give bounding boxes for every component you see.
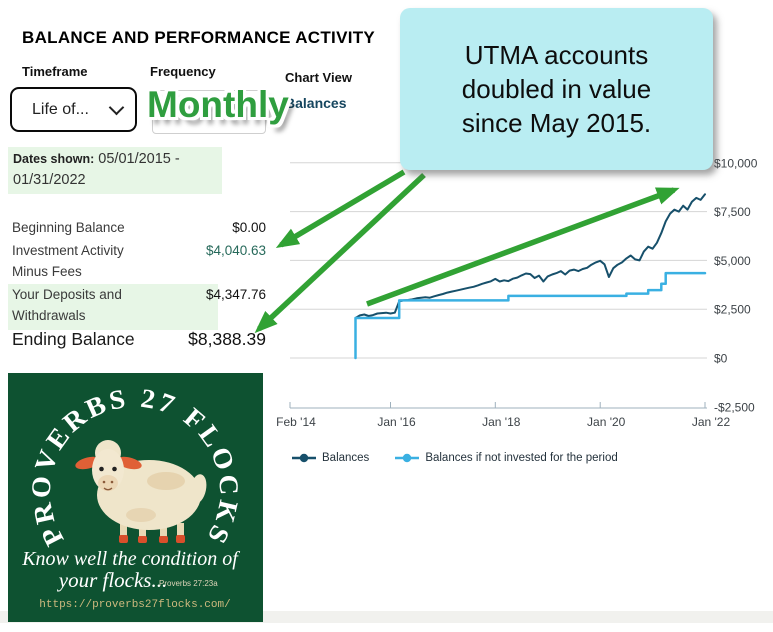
callout-line2: doubled in value <box>461 74 652 104</box>
investment-activity-value: $4,040.63 <box>205 243 266 258</box>
deposits-value: $4,347.76 <box>205 287 266 302</box>
investment-activity-label-line2: Minus Fees <box>12 264 82 279</box>
chevron-down-icon <box>108 99 125 116</box>
svg-text:-$2,500: -$2,500 <box>714 400 755 414</box>
deposits-row-highlight <box>8 284 218 330</box>
chart-view-value[interactable]: Balances <box>285 95 347 111</box>
svg-text:$2,500: $2,500 <box>714 303 751 317</box>
legend-item[interactable]: Balances <box>292 452 369 464</box>
svg-text:Jan '18: Jan '18 <box>482 415 521 429</box>
dates-shown-value1: 05/01/2015 - <box>98 151 180 167</box>
frequency-label: Frequency <box>150 64 216 79</box>
svg-text:Jan '22: Jan '22 <box>692 415 731 429</box>
logo-tagline-line2: your flocks... <box>57 568 167 592</box>
svg-text:$10,000: $10,000 <box>714 156 758 170</box>
row-deposits-withdrawals: Your Deposits and $4,347.76 <box>12 287 266 302</box>
chart-view-label: Chart View <box>285 70 352 85</box>
callout-line1: UTMA accounts <box>464 40 649 70</box>
legend-label: Balances <box>322 452 370 464</box>
svg-text:$5,000: $5,000 <box>714 254 751 268</box>
row-ending-balance: Ending Balance $8,388.39 <box>12 329 266 350</box>
svg-text:Jan '20: Jan '20 <box>587 415 626 429</box>
sheep-illustration <box>75 440 207 543</box>
dates-shown-value2: 01/31/2022 <box>13 172 86 188</box>
deposits-label-line1: Your Deposits and <box>12 287 122 302</box>
logo-verse-ref: Proverbs 27:23a <box>159 579 218 588</box>
svg-text:Feb '14: Feb '14 <box>276 415 316 429</box>
dates-shown-highlight <box>8 147 222 194</box>
legend-label: Balances if not invested for the period <box>425 452 618 464</box>
beginning-balance-value: $0.00 <box>232 220 266 235</box>
frequency-value-annotation: Monthly <box>147 84 289 125</box>
legend-marker-icon <box>292 453 316 463</box>
chart-legend: Balances Balances if not invested for the… <box>292 452 618 464</box>
svg-text:Jan '16: Jan '16 <box>377 415 416 429</box>
legend-item[interactable]: Balances if not invested for the period <box>395 452 618 464</box>
dates-shown-line1: Dates shown: 05/01/2015 - <box>13 151 180 167</box>
logo-url: https://proverbs27flocks.com/ <box>39 599 230 611</box>
ending-balance-value: $8,388.39 <box>188 329 266 349</box>
page-title: BALANCE AND PERFORMANCE ACTIVITY <box>22 28 376 47</box>
beginning-balance-label: Beginning Balance <box>12 220 125 235</box>
dates-shown-label: Dates shown: <box>13 152 95 166</box>
row-investment-activity: Investment Activity $4,040.63 <box>12 243 266 258</box>
deposits-label-line2: Withdrawals <box>12 308 86 323</box>
annotation-arrows <box>254 169 680 334</box>
logo-tagline-line1: Know well the condition of <box>21 548 240 570</box>
proverbs27flocks-logo: PROVERBS 27 FLOCKS <box>8 373 263 622</box>
timeframe-dropdown-value: Life of... <box>32 100 89 118</box>
callout-note: UTMA accounts doubled in value since May… <box>400 8 713 170</box>
legend-marker-icon <box>395 453 420 463</box>
chart-series-lines <box>354 193 707 360</box>
svg-text:$7,500: $7,500 <box>714 205 751 219</box>
frequency-dropdown[interactable] <box>152 90 266 134</box>
timeframe-dropdown[interactable]: Life of... <box>10 87 137 132</box>
investment-activity-label-line1: Investment Activity <box>12 243 124 258</box>
callout-line3: since May 2015. <box>461 108 652 138</box>
chart-gridlines <box>290 162 707 359</box>
chart-axes: $10,000 $7,500 $5,000 $2,500 $0 -$2,500 Feb '1… <box>276 156 758 429</box>
logo-graphic: PROVERBS 27 FLOCKS <box>21 383 241 611</box>
ending-balance-label: Ending Balance <box>12 329 135 349</box>
timeframe-label: Timeframe <box>22 64 88 79</box>
svg-text:$0: $0 <box>714 352 728 366</box>
row-beginning-balance: Beginning Balance $0.00 <box>12 220 266 235</box>
